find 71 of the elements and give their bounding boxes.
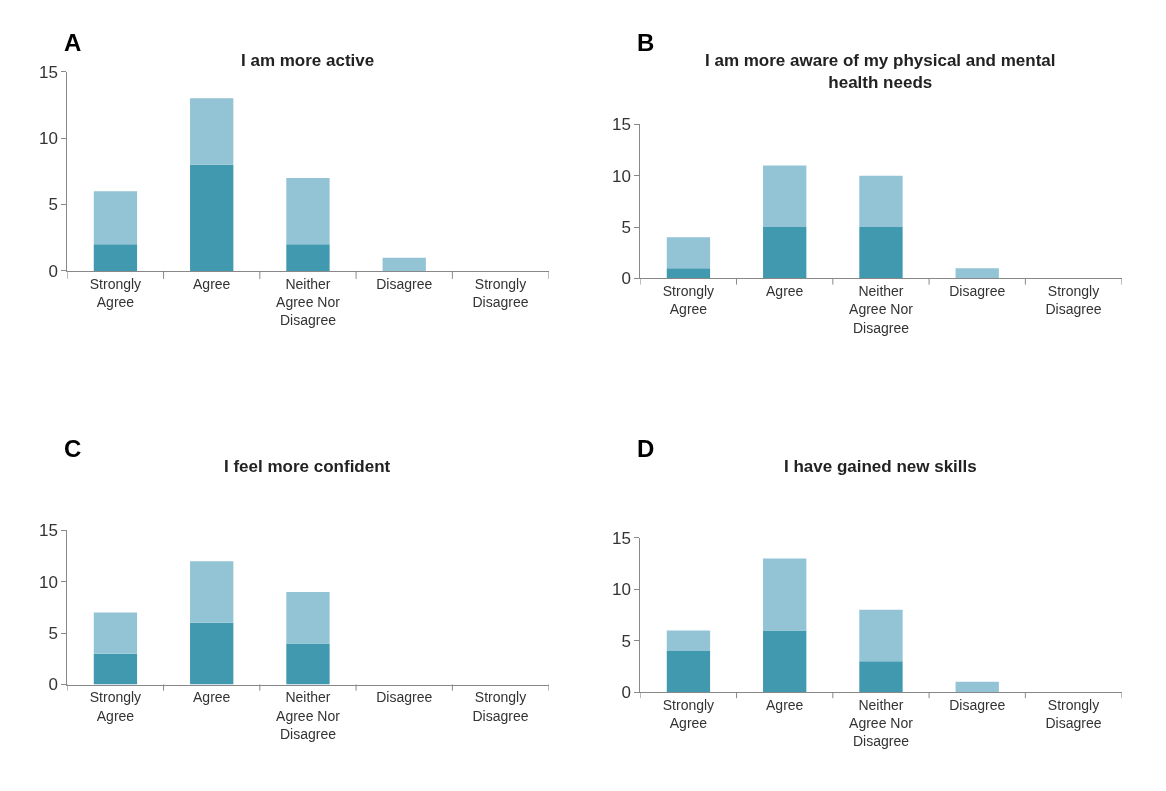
bar — [859, 227, 903, 279]
x-tick-label: Strongly Agree — [89, 689, 142, 724]
x-tick-label: Strongly Agree — [89, 275, 142, 310]
x-tick-label: Neither Agree Nor Disagree — [849, 696, 914, 750]
x-tick-label: Disagree — [949, 696, 1006, 713]
bar — [859, 175, 903, 228]
bar — [666, 630, 711, 651]
x-tick-label: Strongly Agree — [662, 696, 715, 732]
y-tick-label: 10 — [38, 129, 58, 149]
y-tick-label: 15 — [38, 521, 58, 541]
y-tick-label: 10 — [611, 580, 631, 600]
x-tick-label: Disagree — [376, 275, 433, 292]
chart-title: I am more aware of my physical and mental health needs — [705, 51, 1056, 93]
bar — [93, 653, 138, 685]
y-tick-label: 15 — [611, 115, 631, 135]
bar — [763, 165, 807, 228]
y-tick-label: 15 — [611, 528, 631, 548]
y-tick-label: 5 — [621, 631, 631, 651]
chart-title: I feel more confident — [224, 457, 391, 476]
bar — [382, 257, 426, 271]
bar — [955, 681, 999, 693]
x-tick-label: Strongly Disagree — [472, 689, 529, 724]
x-tick-label: Disagree — [376, 689, 433, 706]
x-tick-label: Agree — [766, 283, 804, 300]
bar — [859, 609, 903, 662]
bar — [859, 661, 903, 693]
bar — [286, 244, 330, 271]
bar — [286, 643, 330, 685]
bar — [190, 561, 234, 623]
bar — [93, 612, 138, 654]
x-tick-label: Disagree — [949, 283, 1006, 300]
y-tick-label: 10 — [611, 166, 631, 186]
chart-title: I have gained new skills — [784, 457, 977, 476]
y-tick-label: 5 — [48, 195, 58, 215]
x-tick-label: Agree — [766, 696, 804, 713]
y-tick-label: 5 — [48, 624, 58, 644]
bar — [286, 592, 330, 644]
x-tick-label: Agree — [193, 689, 231, 706]
y-tick-label: 0 — [48, 675, 58, 695]
text: C — [64, 435, 82, 462]
x-tick-label: Strongly Disagree — [1045, 696, 1102, 732]
text: D — [637, 435, 655, 462]
bar — [93, 191, 138, 245]
text: B — [637, 29, 655, 56]
text: A — [64, 29, 82, 56]
y-tick-label: 10 — [38, 572, 58, 592]
x-tick-label: Neither Agree Nor Disagree — [276, 689, 341, 742]
bar — [666, 268, 711, 279]
bar — [763, 227, 807, 279]
bar — [190, 98, 234, 165]
bar — [190, 622, 234, 685]
y-tick-label: 0 — [621, 682, 631, 702]
bar — [93, 244, 138, 271]
chart-title: I am more active — [241, 51, 375, 70]
y-tick-label: 0 — [621, 269, 631, 289]
bar — [955, 268, 999, 279]
bar — [763, 558, 807, 631]
bar — [666, 650, 711, 693]
bar — [286, 177, 330, 245]
x-tick-label: Strongly Agree — [662, 283, 715, 318]
y-tick-label: 0 — [48, 261, 58, 281]
x-tick-label: Agree — [193, 275, 231, 292]
x-tick-label: Strongly Disagree — [472, 275, 529, 310]
bar — [190, 164, 234, 271]
y-tick-label: 15 — [38, 62, 58, 82]
x-tick-label: Neither Agree Nor Disagree — [276, 275, 341, 329]
x-tick-label: Strongly Disagree — [1045, 283, 1102, 318]
bar — [666, 237, 711, 269]
bar — [763, 630, 807, 693]
x-tick-label: Neither Agree Nor Disagree — [849, 283, 914, 336]
y-tick-label: 5 — [621, 218, 631, 237]
